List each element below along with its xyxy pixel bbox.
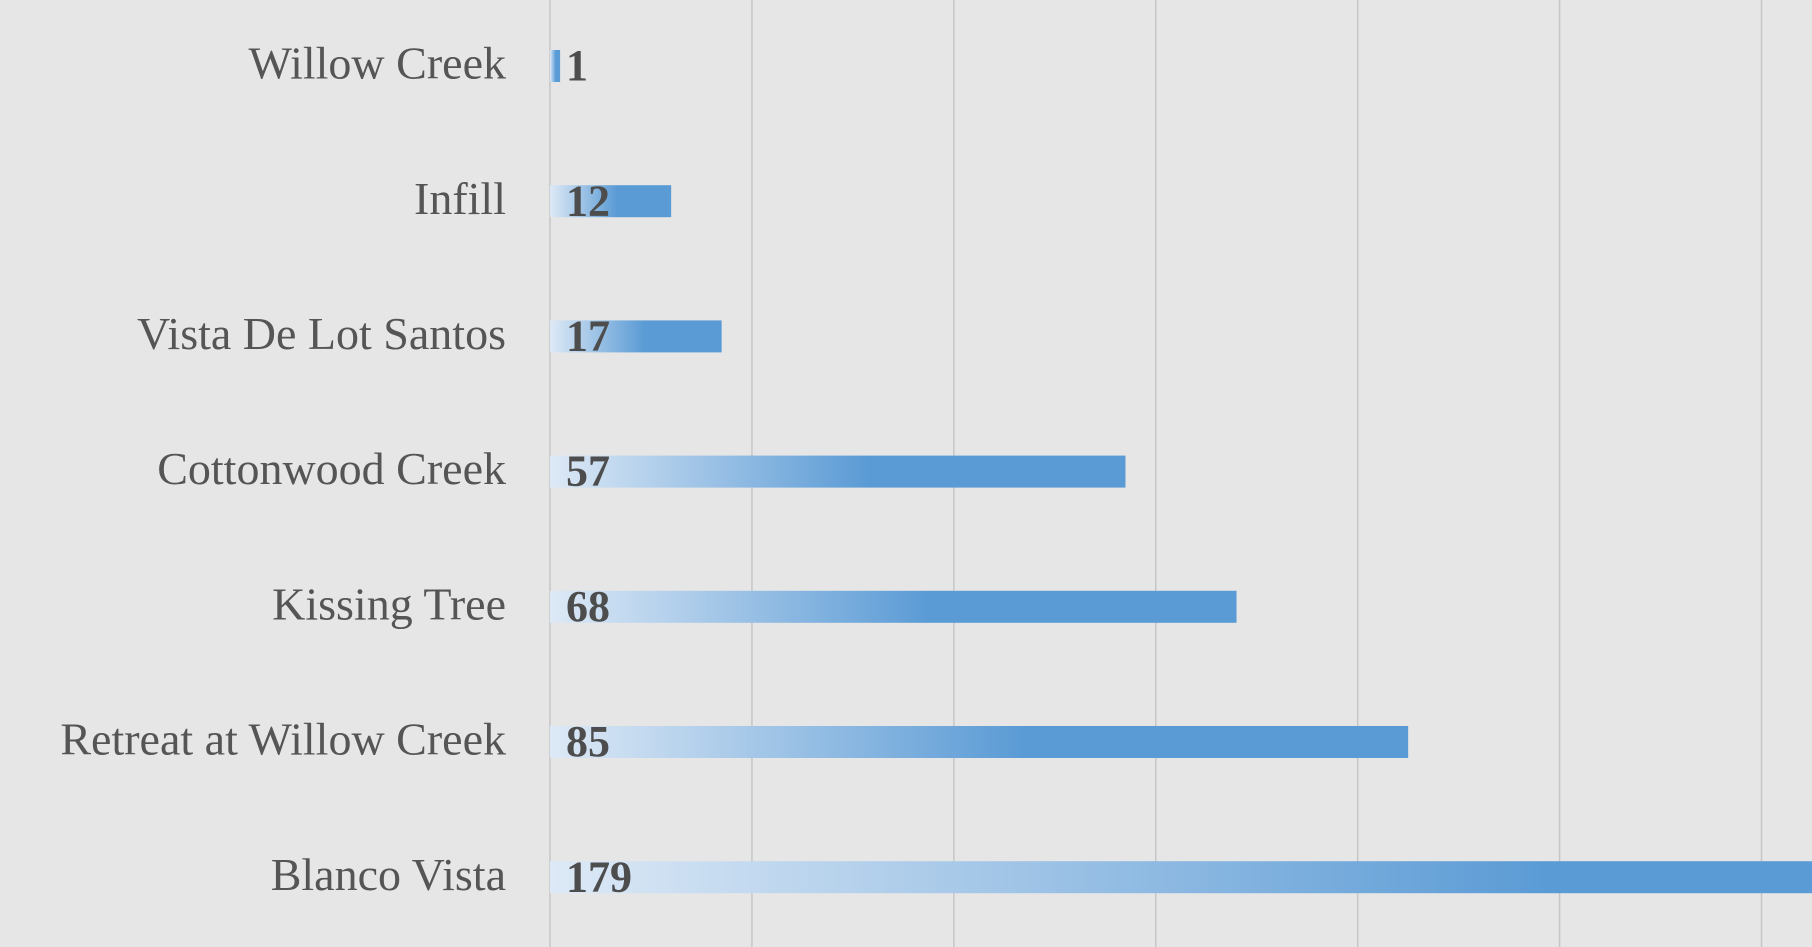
data-label: 57 — [566, 447, 610, 496]
category-label: Kissing Tree — [272, 578, 506, 629]
category-label: Willow Creek — [249, 38, 506, 89]
data-label: 179 — [566, 852, 632, 901]
category-label: Vista De Lot Santos — [137, 308, 506, 359]
category-label: Infill — [414, 173, 506, 224]
data-label: 1 — [566, 41, 588, 90]
bar — [550, 861, 1812, 894]
bar — [550, 320, 722, 353]
bar — [550, 590, 1237, 623]
category-label: Blanco Vista — [271, 849, 506, 900]
bar — [550, 726, 1409, 758]
bar — [550, 50, 561, 82]
bar — [550, 185, 672, 218]
data-label: 12 — [566, 176, 610, 225]
data-label: 17 — [566, 311, 610, 360]
category-label: Retreat at Willow Creek — [60, 714, 506, 765]
data-label: 68 — [566, 582, 610, 631]
category-label: Cottonwood Creek — [157, 443, 506, 494]
data-label: 85 — [566, 717, 610, 766]
bar — [550, 455, 1126, 488]
